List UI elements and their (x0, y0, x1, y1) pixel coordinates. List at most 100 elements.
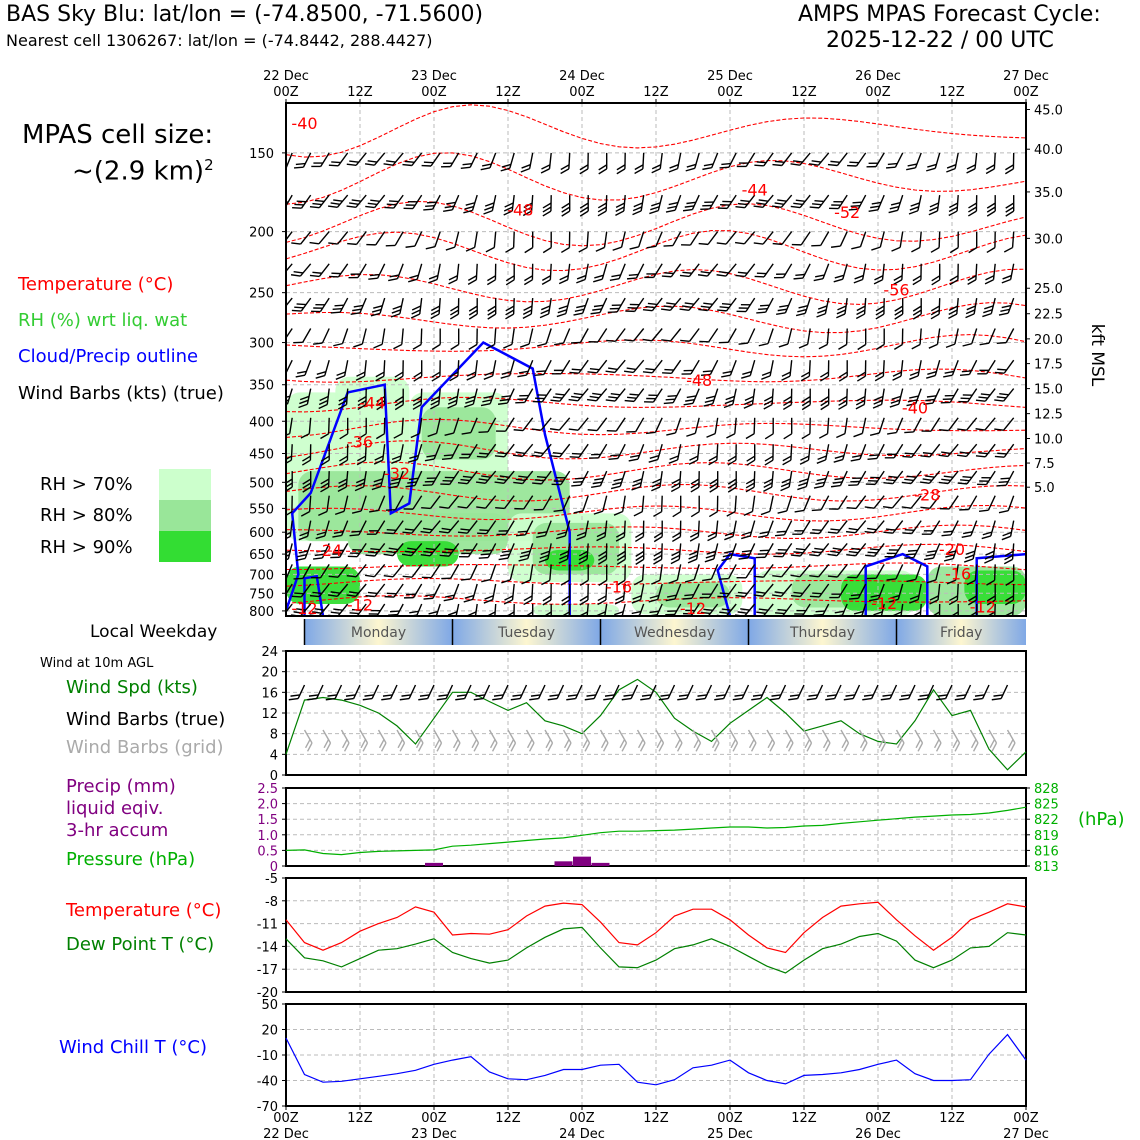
wind-barb (661, 328, 682, 342)
barb-staff (412, 583, 423, 599)
barb-staff (781, 152, 793, 166)
barb-feather (571, 368, 582, 371)
wind-barb (998, 495, 1015, 514)
weekday-band (748, 619, 897, 645)
barb-feather (360, 739, 367, 749)
barb-feather (543, 611, 552, 616)
wind-barb (309, 231, 330, 245)
barb-feather (926, 167, 936, 172)
barb-feather (750, 742, 757, 752)
barb-feather (755, 556, 766, 559)
barb-feather (614, 611, 624, 616)
barb-feather (597, 210, 607, 217)
barb-feather (468, 343, 478, 350)
barb-feather (428, 610, 438, 615)
wind-barb (994, 443, 1015, 458)
barb-feather (794, 530, 804, 532)
barb-feather (550, 455, 560, 458)
barb-feather (690, 486, 700, 493)
barb-feather (615, 206, 625, 212)
barb-feather (626, 430, 636, 433)
barb-staff (857, 194, 867, 210)
barb-staff (984, 443, 996, 458)
wind-barb (855, 388, 867, 410)
barb-feather (670, 486, 680, 493)
barb-feather (648, 394, 658, 397)
barb-feather (593, 304, 604, 308)
wind-barb (447, 388, 460, 409)
barb-feather (1003, 246, 1013, 253)
barb-feather (653, 532, 663, 539)
bottom-date-label: 26 Dec (855, 1127, 901, 1140)
wind-barb (867, 443, 885, 460)
barb-feather (597, 206, 607, 213)
wind-barb (485, 231, 497, 253)
barb-staff (767, 328, 774, 344)
barb-staff (985, 470, 996, 485)
wind-barb-true (492, 684, 509, 701)
wind-barb (848, 470, 867, 486)
barb-staff (836, 563, 848, 578)
barb-staff (306, 520, 312, 537)
barb-staff (859, 443, 867, 460)
pressure-tick-label: 350 (249, 379, 274, 394)
wind-barb (578, 231, 589, 253)
isotherm-labels: -40-48-44-52-56-48-44-36-32-40-28-24 -20-… (291, 114, 995, 618)
barb-feather (579, 206, 589, 213)
barb-feather (405, 484, 416, 488)
wind-barb (439, 542, 460, 557)
barb-feather (685, 398, 695, 402)
barb-feather (355, 478, 366, 484)
barb-feather (412, 399, 422, 406)
barb-feather (473, 697, 484, 701)
barb-feather (663, 305, 674, 308)
barb-feather (423, 527, 433, 531)
barb-staff (399, 444, 404, 461)
wind-barb (795, 297, 811, 317)
bottom-date-label: 22 Dec (263, 1127, 309, 1140)
barb-staff (326, 388, 330, 405)
wind-barb (500, 360, 515, 379)
wind-barb (376, 388, 386, 411)
barb-feather (350, 312, 361, 315)
barb-feather (440, 483, 450, 486)
barb-feather (975, 455, 986, 458)
barb-feather (613, 478, 623, 482)
barb-feather (1005, 164, 1014, 171)
wind-barb (871, 231, 885, 251)
barb-staff (1003, 388, 1015, 402)
wind-barb (685, 152, 700, 172)
barb-feather (364, 574, 375, 578)
barb-feather (344, 697, 354, 701)
isotherm-label: -52 (834, 203, 860, 222)
wind-barb-true (732, 684, 750, 701)
barb-staff (771, 471, 774, 488)
wind-barb (1004, 583, 1015, 606)
wind-barb (337, 471, 349, 492)
barb-feather (838, 343, 847, 350)
barb-feather (874, 275, 884, 281)
barb-feather (771, 205, 782, 209)
wind-barb (425, 231, 441, 250)
barb-feather (630, 454, 640, 458)
barb-staff (586, 603, 589, 616)
barb-feather (452, 739, 459, 749)
barb-staff (988, 729, 998, 744)
barb-staff (507, 543, 515, 559)
barb-feather (703, 608, 713, 612)
wind-barb (475, 470, 497, 485)
barb-feather (309, 594, 320, 598)
barb-staff (676, 564, 682, 581)
barb-feather (943, 557, 954, 562)
wind-barb (532, 388, 552, 403)
wind-barb (1001, 520, 1015, 541)
wind-barb (520, 152, 534, 173)
wind-barb (648, 583, 663, 603)
barb-feather (296, 608, 306, 611)
wind-barb (736, 564, 756, 579)
barb-staff (318, 603, 330, 616)
wind-barb (532, 470, 552, 485)
wind-barb (771, 194, 793, 209)
barb-staff (639, 583, 645, 600)
barb-staff (799, 542, 811, 557)
